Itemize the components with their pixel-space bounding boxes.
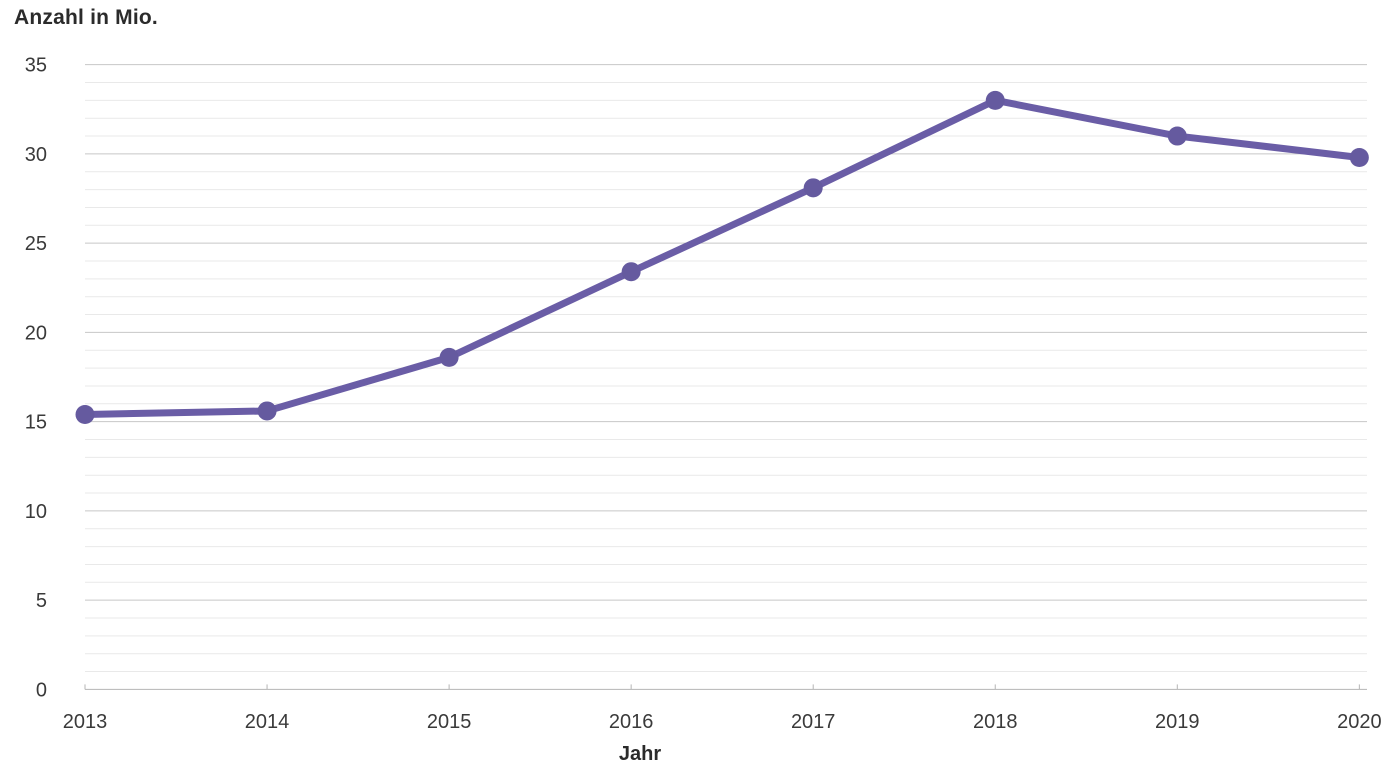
x-axis-title: Jahr [618, 743, 662, 765]
data-point-2018 [985, 90, 1005, 110]
data-point-2019 [1167, 126, 1187, 146]
y-tick-label: 15 [25, 412, 47, 434]
x-tick-label: 2019 [1155, 711, 1200, 733]
data-point-2017 [803, 178, 823, 198]
y-axis-title: Anzahl in Mio. [14, 6, 158, 29]
data-point-2014 [257, 401, 277, 421]
x-tick-label: 2014 [245, 711, 290, 733]
series-line [81, 96, 1363, 419]
data-point-2020 [1349, 147, 1369, 167]
x-tick-label: 2015 [427, 711, 472, 733]
y-tick-label: 30 [25, 144, 47, 166]
y-tick-label: 0 [36, 679, 47, 701]
y-tick-label: 35 [25, 55, 47, 77]
x-tick-label: 2017 [791, 711, 836, 733]
x-tick-label: 2018 [973, 711, 1018, 733]
x-tick-label: 2020 [1337, 711, 1382, 733]
y-tick-label: 10 [25, 501, 47, 523]
y-tick-label: 5 [36, 590, 47, 612]
data-point-2016 [621, 262, 641, 282]
y-tick-label: 25 [25, 233, 47, 255]
x-tick-label: 2016 [609, 711, 654, 733]
data-point-2013 [75, 405, 95, 425]
data-point-2015 [439, 347, 459, 367]
x-tick-label: 2013 [63, 711, 108, 733]
y-tick-label: 20 [25, 322, 47, 344]
